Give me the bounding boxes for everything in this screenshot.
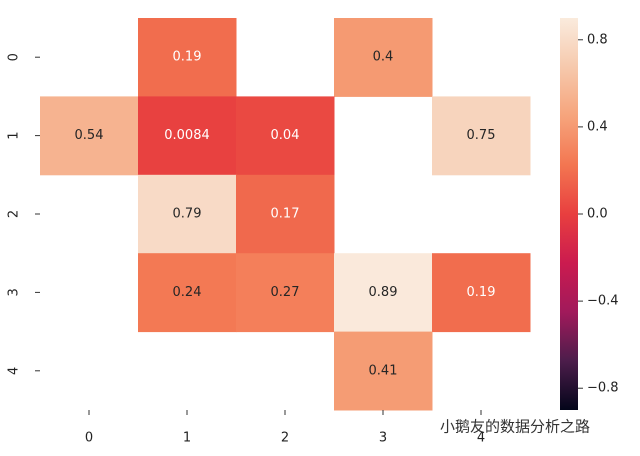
- x-tick-label: 2: [281, 431, 289, 446]
- heatmap-cell: [138, 253, 237, 333]
- colorbar: [560, 18, 578, 410]
- cell-label: 0.75: [467, 128, 496, 143]
- cell-label: 0.19: [173, 50, 202, 65]
- heatmap-cell: [432, 253, 531, 333]
- heatmap-cell: [236, 96, 335, 176]
- colorbar-tick-label: 0.0: [587, 207, 608, 222]
- colorbar-tick-label: 0.4: [587, 119, 608, 134]
- y-tick-label: 3: [7, 288, 22, 296]
- x-tick-label: 1: [183, 431, 191, 446]
- heatmap-cell: [236, 174, 335, 254]
- colorbar-tick-label: −0.4: [587, 294, 619, 309]
- x-tick-label: 4: [477, 431, 485, 446]
- heatmap-cell: [334, 253, 433, 333]
- heatmap-cell: [138, 18, 237, 97]
- heatmap-cell: [138, 174, 237, 254]
- heatmap-cell: [334, 18, 433, 97]
- cell-label: 0.89: [369, 285, 398, 300]
- y-tick-label: 0: [7, 53, 22, 61]
- heatmap-cell: [236, 253, 335, 333]
- y-tick-label: 1: [7, 131, 22, 139]
- x-tick-label: 0: [85, 431, 93, 446]
- cell-label: 0.41: [369, 363, 398, 378]
- colorbar-tick-label: −0.8: [587, 381, 619, 396]
- cell-label: 0.54: [75, 128, 104, 143]
- cell-label: 0.19: [467, 285, 496, 300]
- heatmap-cell: [334, 331, 433, 411]
- cell-label: 0.79: [173, 207, 202, 222]
- cell-label: 0.0084: [164, 128, 210, 143]
- heatmap-cell: [432, 96, 531, 176]
- cell-label: 0.27: [271, 285, 300, 300]
- cell-label: 0.04: [271, 128, 300, 143]
- y-tick-label: 2: [7, 210, 22, 218]
- cell-label: 0.4: [373, 50, 394, 65]
- cell-label: 0.17: [271, 207, 300, 222]
- heatmap-cell: [40, 96, 139, 176]
- cell-label: 0.24: [173, 285, 202, 300]
- watermark: 小鹅友的数据分析之路: [440, 418, 590, 436]
- x-tick-label: 3: [379, 431, 387, 446]
- heatmap-cell: [138, 96, 237, 176]
- colorbar-tick-label: 0.8: [587, 32, 608, 47]
- y-tick-label: 4: [7, 367, 22, 375]
